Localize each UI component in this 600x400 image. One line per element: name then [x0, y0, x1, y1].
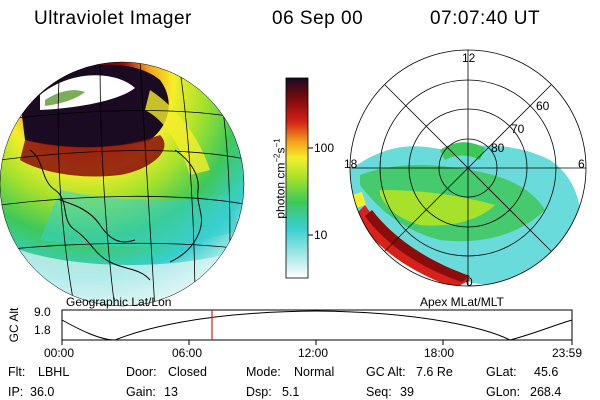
colorbar-tick-10: 10: [314, 228, 328, 242]
glon-label: GLon:: [486, 385, 521, 399]
mlt-label-12: 12: [462, 51, 476, 65]
colorbar-label: photon cm−2s−1: [272, 119, 288, 239]
mode-value: Normal: [294, 365, 335, 379]
instrument-title: Ultraviolet Imager: [34, 8, 192, 29]
geographic-image: [0, 61, 245, 307]
observation-date: 06 Sep 00: [272, 8, 364, 29]
ip-value: 36.0: [30, 385, 55, 399]
colorbar: [285, 77, 313, 279]
mlat-label-70: 70: [511, 122, 525, 136]
gain-label: Gain:: [126, 385, 156, 399]
altitude-ylabel: GC Alt: [7, 307, 21, 343]
colorbar-label-mid: s: [273, 147, 288, 154]
mlt-label-18: 18: [344, 157, 358, 171]
colorbar-label-base: photon cm: [273, 162, 288, 219]
door-label: Door:: [126, 365, 157, 379]
dsp-label: Dsp:: [246, 385, 272, 399]
mlat-label-80: 80: [491, 141, 505, 155]
geographic-caption: Geographic Lat/Lon: [66, 295, 172, 309]
ip-label: IP:: [8, 385, 24, 399]
altitude-ytick-9: 9.0: [34, 305, 51, 319]
polar-image: [349, 49, 587, 287]
flt-value: LBHL: [38, 365, 70, 379]
mlt-label-0: 0: [466, 275, 473, 289]
seq-label: Seq:: [366, 385, 392, 399]
observation-time: 07:07:40 UT: [430, 8, 541, 29]
colorbar-tick-100: 100: [314, 141, 335, 155]
flt-label: Flt:: [8, 365, 26, 379]
altitude-ytick-1-8: 1.8: [34, 323, 51, 337]
altitude-xtick-2359: 23:59: [552, 346, 583, 360]
altitude-xtick-0600: 06:00: [172, 346, 203, 360]
seq-value: 39: [400, 385, 414, 399]
altitude-xtick-1800: 18:00: [424, 346, 455, 360]
apex-caption: Apex MLat/MLT: [420, 295, 504, 309]
altitude-xtick-1200: 12:00: [298, 346, 329, 360]
gain-value: 13: [164, 385, 178, 399]
door-value: Closed: [168, 365, 207, 379]
colorbar-label-exp1: −2: [272, 153, 282, 163]
dsp-value: 5.1: [282, 385, 300, 399]
altitude-xtick-0000: 00:00: [44, 346, 75, 360]
glat-value: 45.6: [534, 365, 559, 379]
glon-value: 268.4: [530, 385, 562, 399]
gcalt-label: GC Alt:: [366, 365, 406, 379]
mlt-label-6: 6: [578, 157, 585, 171]
title-bar: Ultraviolet Imager 06 Sep 00 07:07:40 UT: [0, 0, 600, 34]
mode-label: Mode:: [246, 365, 281, 379]
mlat-label-60: 60: [536, 99, 550, 113]
altitude-plot: [61, 309, 573, 345]
colorbar-label-exp2: −1: [272, 138, 282, 148]
gcalt-value: 7.6 Re: [416, 365, 453, 379]
glat-label: GLat:: [486, 365, 517, 379]
